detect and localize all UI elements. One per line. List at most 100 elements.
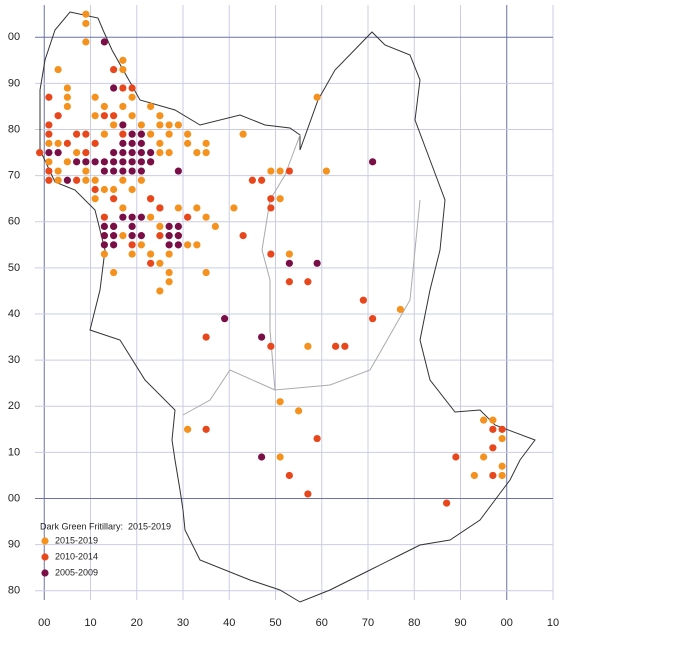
record-dot <box>110 65 118 74</box>
record-dot <box>82 158 90 166</box>
record-dot <box>128 112 136 120</box>
record-dot <box>489 416 497 424</box>
record-dot <box>110 112 118 120</box>
record-dot <box>285 250 293 258</box>
record-dot <box>100 158 108 166</box>
record-dot <box>128 232 136 240</box>
y-tick-label: 30 <box>8 354 20 366</box>
record-dot <box>63 139 71 147</box>
record-dot <box>202 148 210 157</box>
record-dot <box>489 425 497 433</box>
legend-label: 2015-2019 <box>55 535 98 545</box>
record-dot <box>304 490 312 498</box>
record-dot <box>128 93 136 101</box>
record-dot <box>91 176 99 184</box>
y-tick-label: 40 <box>8 308 20 320</box>
record-dot <box>100 232 108 240</box>
record-dot <box>119 56 127 64</box>
y-tick-label: 90 <box>8 539 20 551</box>
record-dot <box>285 278 293 286</box>
record-dot <box>285 167 293 175</box>
record-dot <box>54 176 62 184</box>
record-dot <box>45 121 53 129</box>
record-dot <box>165 268 173 277</box>
record-dot <box>128 167 136 175</box>
record-dot <box>45 93 53 101</box>
record-dot <box>267 167 275 175</box>
record-dot <box>276 453 284 461</box>
record-dot <box>147 259 155 267</box>
y-tick-label: 70 <box>8 170 20 182</box>
x-tick-label: 30 <box>177 617 189 629</box>
record-dot <box>100 222 108 230</box>
record-dot <box>369 158 377 166</box>
legend-label: 2005-2009 <box>55 567 98 577</box>
x-tick-label: 00 <box>501 617 513 629</box>
record-dot <box>63 102 71 111</box>
legend-dot <box>41 569 49 577</box>
record-dot <box>156 259 164 267</box>
record-dot <box>91 158 99 166</box>
record-dot <box>54 167 62 175</box>
record-dot <box>82 38 90 46</box>
record-dot <box>156 112 164 120</box>
record-dot <box>332 342 340 350</box>
x-tick-label: 10 <box>547 617 559 629</box>
record-dot <box>110 84 118 92</box>
record-dot <box>396 305 404 314</box>
record-dot <box>73 148 81 157</box>
record-dot <box>147 102 155 111</box>
record-dot <box>165 278 173 286</box>
record-dot <box>267 250 275 258</box>
record-dot <box>230 204 238 212</box>
record-dot <box>147 130 155 138</box>
record-dot <box>174 121 182 129</box>
record-dot <box>174 232 182 240</box>
record-dot <box>63 158 71 166</box>
record-dot <box>202 333 210 341</box>
record-dot <box>128 158 136 166</box>
record-dot <box>285 259 293 267</box>
record-dot <box>498 434 506 443</box>
record-dot <box>110 232 118 240</box>
record-dot <box>359 296 367 304</box>
record-dot <box>304 342 312 350</box>
x-tick-label: 20 <box>131 617 143 629</box>
record-dot <box>137 167 145 175</box>
record-dot <box>369 315 377 323</box>
record-dot <box>202 213 210 221</box>
record-dot <box>258 453 266 461</box>
record-dot <box>119 213 127 221</box>
x-tick-label: 60 <box>316 617 328 629</box>
record-dot <box>119 139 127 147</box>
record-dot <box>119 167 127 175</box>
record-dot <box>304 278 312 286</box>
record-dot <box>119 158 127 166</box>
record-dot <box>267 342 275 350</box>
record-dot <box>174 167 182 175</box>
record-dot <box>36 148 44 157</box>
record-dot <box>100 130 108 138</box>
record-dot <box>202 139 210 147</box>
y-tick-label: 80 <box>8 585 20 597</box>
record-dot <box>119 130 127 138</box>
record-dot <box>137 148 145 157</box>
record-dot <box>165 121 173 129</box>
record-dot <box>156 232 164 240</box>
record-dot <box>184 130 192 138</box>
record-dot <box>100 167 108 175</box>
record-dot <box>54 65 62 74</box>
record-dot <box>100 185 108 194</box>
record-dot <box>100 250 108 258</box>
record-dot <box>82 10 90 18</box>
record-dot <box>193 148 201 157</box>
record-dot <box>110 158 118 166</box>
record-dot <box>276 167 284 175</box>
record-dot <box>137 213 145 221</box>
record-dot <box>110 185 118 194</box>
legend-dot <box>41 553 49 561</box>
record-dot <box>100 38 108 46</box>
record-dot <box>313 434 321 443</box>
record-dot <box>147 250 155 258</box>
record-dot <box>119 204 127 212</box>
